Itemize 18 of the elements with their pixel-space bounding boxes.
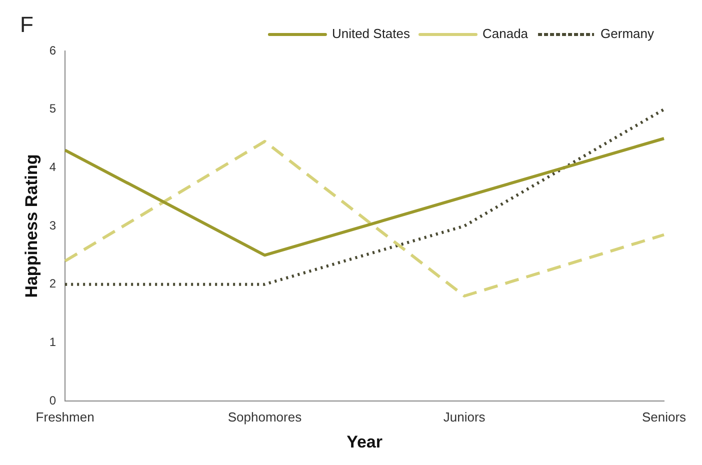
x-tick-label: Sophomores xyxy=(228,409,302,424)
x-axis-title: Year xyxy=(346,432,383,452)
y-axis-title: Happiness Rating xyxy=(22,154,41,298)
y-tick-label: 6 xyxy=(49,43,56,58)
legend-label: Canada xyxy=(482,26,529,42)
x-tick-label: Seniors xyxy=(642,409,687,424)
legend-label: Germany xyxy=(600,26,654,42)
x-tick-label: Juniors xyxy=(443,409,486,424)
x-tick-label: Freshmen xyxy=(36,409,94,424)
line-series xyxy=(64,140,666,298)
y-tick-label: 1 xyxy=(49,334,56,349)
text: F xyxy=(20,12,34,38)
y-tick-label: 4 xyxy=(49,160,56,174)
y-tick-label: 0 xyxy=(49,393,56,408)
legend-label: United States xyxy=(332,26,410,42)
y-tick-label: 2 xyxy=(49,276,56,291)
y-tick-label: 3 xyxy=(49,218,56,232)
y-tick-label: 5 xyxy=(49,102,56,116)
